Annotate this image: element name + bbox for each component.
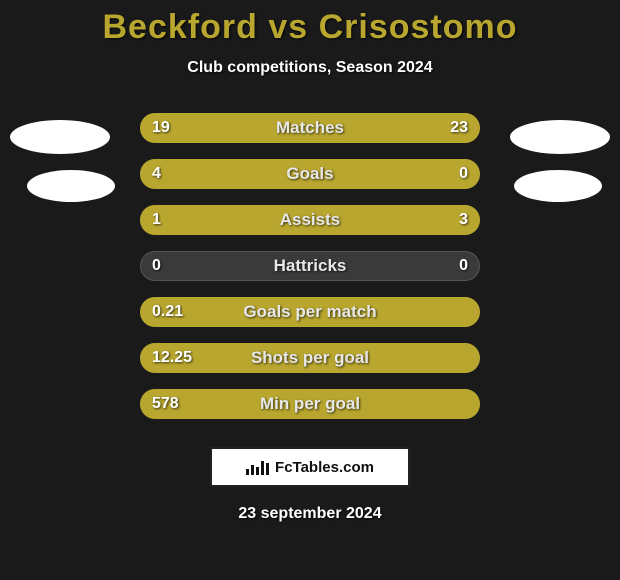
stat-row: 1923Matches — [140, 113, 480, 143]
bar-fill-full — [140, 389, 480, 419]
bar-background — [140, 251, 480, 281]
stat-value-right: 3 — [459, 205, 468, 235]
chart-icon — [246, 459, 269, 475]
stat-row: 578Min per goal — [140, 389, 480, 419]
stat-value-left: 19 — [152, 113, 170, 143]
bar-fill-right — [225, 205, 480, 235]
stat-value-left: 12.25 — [152, 343, 192, 373]
stat-value-left: 0.21 — [152, 297, 183, 327]
stat-value-right: 0 — [459, 251, 468, 281]
stat-value-left: 0 — [152, 251, 161, 281]
stat-row: 13Assists — [140, 205, 480, 235]
comparison-card: Beckford vs Crisostomo Club competitions… — [0, 0, 620, 580]
stat-value-left: 4 — [152, 159, 161, 189]
footer-date: 23 september 2024 — [0, 505, 620, 523]
footer-badge-text: FcTables.com — [275, 459, 374, 476]
stat-value-left: 1 — [152, 205, 161, 235]
bar-fill-full — [140, 297, 480, 327]
stat-row: 00Hattricks — [140, 251, 480, 281]
footer-badge[interactable]: FcTables.com — [210, 447, 410, 487]
stat-value-right: 0 — [459, 159, 468, 189]
stat-row: 0.21Goals per match — [140, 297, 480, 327]
bar-fill-right — [405, 159, 480, 189]
stat-rows: 1923Matches40Goals13Assists00Hattricks0.… — [0, 113, 620, 419]
stat-value-right: 23 — [450, 113, 468, 143]
page-subtitle: Club competitions, Season 2024 — [0, 59, 620, 77]
page-title: Beckford vs Crisostomo — [0, 8, 620, 47]
stat-value-left: 578 — [152, 389, 179, 419]
stat-row: 40Goals — [140, 159, 480, 189]
stat-row: 12.25Shots per goal — [140, 343, 480, 373]
bar-fill-left — [140, 159, 405, 189]
